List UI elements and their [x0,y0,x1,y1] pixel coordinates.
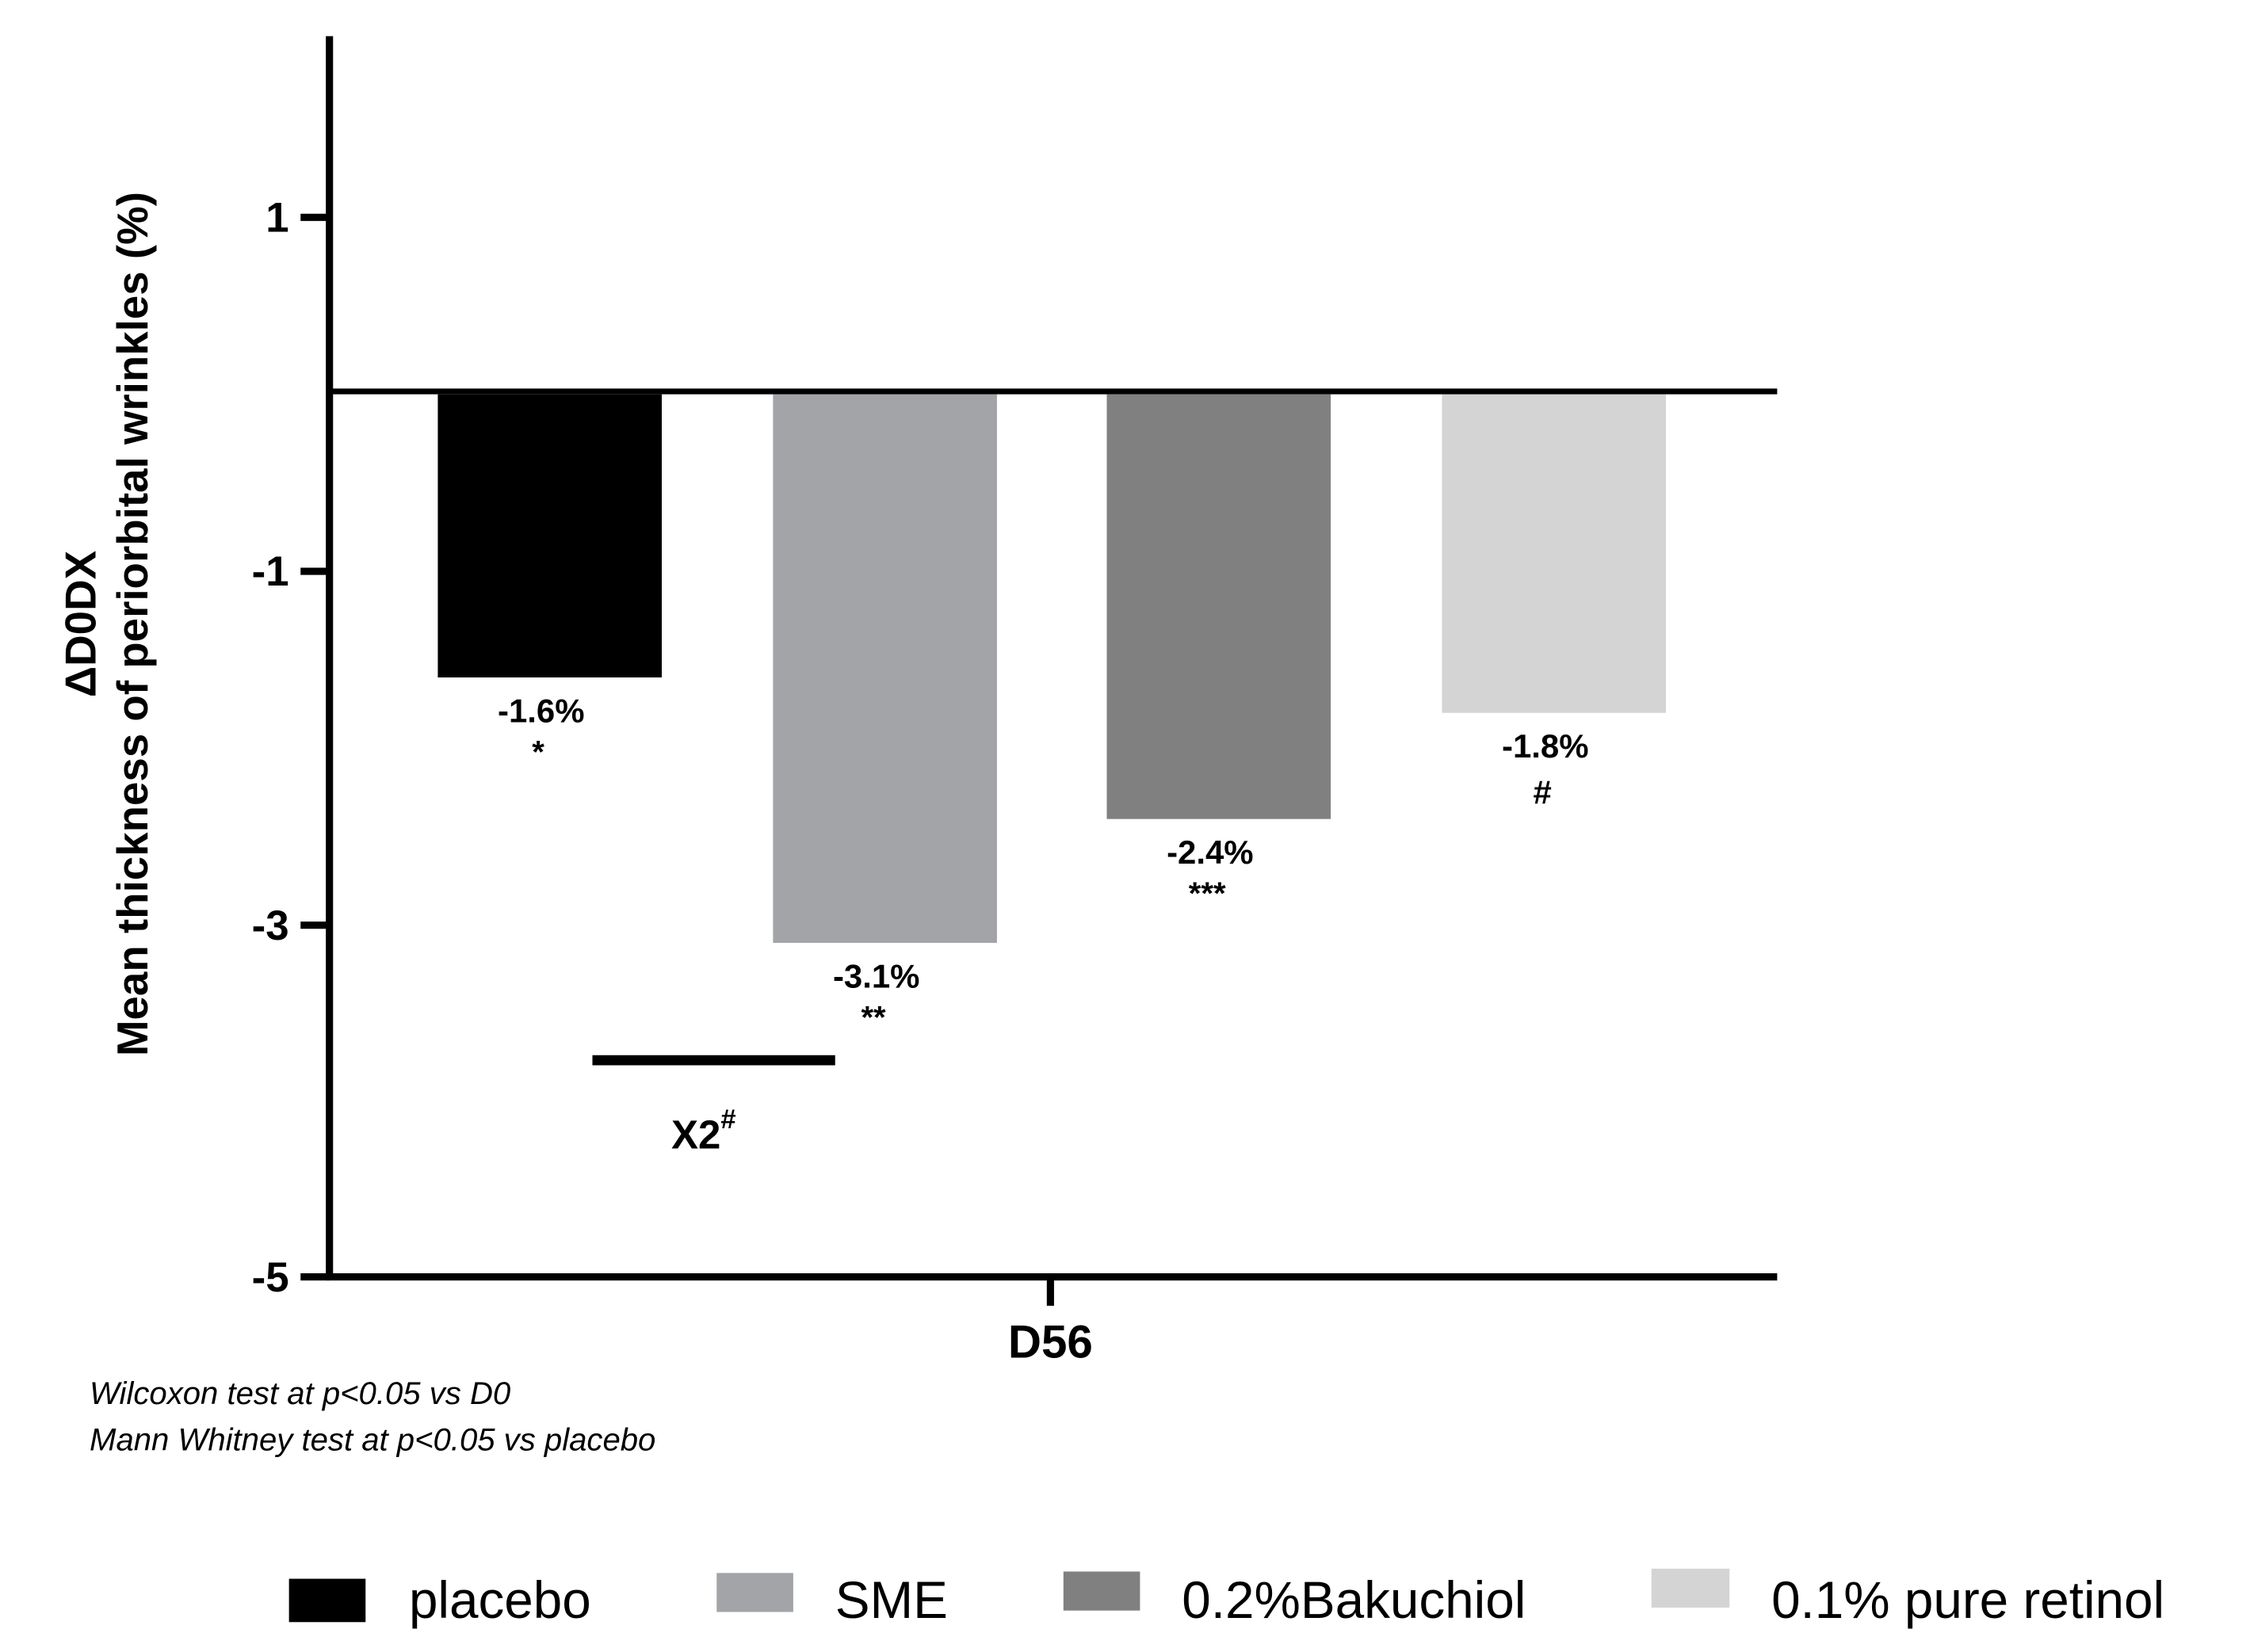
significance-label: ** [861,1001,886,1036]
note-wilcoxon: Wilcoxon test at p<0.05 vs D0 [90,1376,510,1411]
legend: placebo SME 0.2%Bakuchiol 0.1% pure retinol [288,1568,2164,1629]
legend-swatch [1063,1571,1140,1611]
significance-label: *** [1189,876,1226,911]
axes: D56 [326,36,1778,1368]
y-axis-label-line1: ΔD0DX [55,551,105,697]
legend-label: SME [835,1571,948,1629]
bar-3 [1442,394,1666,713]
legend-swatch [716,1573,793,1612]
legend-label: 0.1% pure retinol [1771,1571,2164,1629]
significance-label: # [1533,774,1551,811]
bar-1 [773,394,997,943]
bar-0 [437,394,662,678]
legend-swatch [1651,1568,1730,1608]
bar-value-label: -2.4% [1167,834,1253,871]
bars: -1.6% * -3.1% ** -2.4% *** -1.8% # [437,394,1666,1036]
bar-value-label: -1.6% [498,692,584,730]
legend-label: 0.2%Bakuchiol [1182,1571,1526,1629]
y-axis-label: ΔD0DX Mean thickness of periorbital wrin… [55,192,157,1056]
legend-swatch [288,1578,366,1623]
significance-label: * [532,735,544,770]
y-tick-label: -3 [252,902,289,949]
legend-label: placebo [409,1571,591,1629]
comparison-bracket: X2# [592,1055,835,1158]
y-tick-label: -1 [252,548,289,595]
y-ticks: 1 -1 -3 -5 [252,195,330,1301]
y-axis-label-line2: Mean thickness of periorbital wrinkles (… [108,192,157,1056]
bar-value-label: -1.8% [1502,727,1588,765]
note-mann-whitney: Mann Whitney test at p<0.05 vs placebo [90,1422,655,1457]
y-tick-label: 1 [266,195,288,242]
x-tick-label: D56 [1008,1317,1093,1368]
bar-2 [1106,394,1331,819]
y-tick-label: -5 [252,1254,289,1301]
comparison-label: X2# [671,1105,736,1158]
bar-value-label: -3.1% [833,957,919,994]
